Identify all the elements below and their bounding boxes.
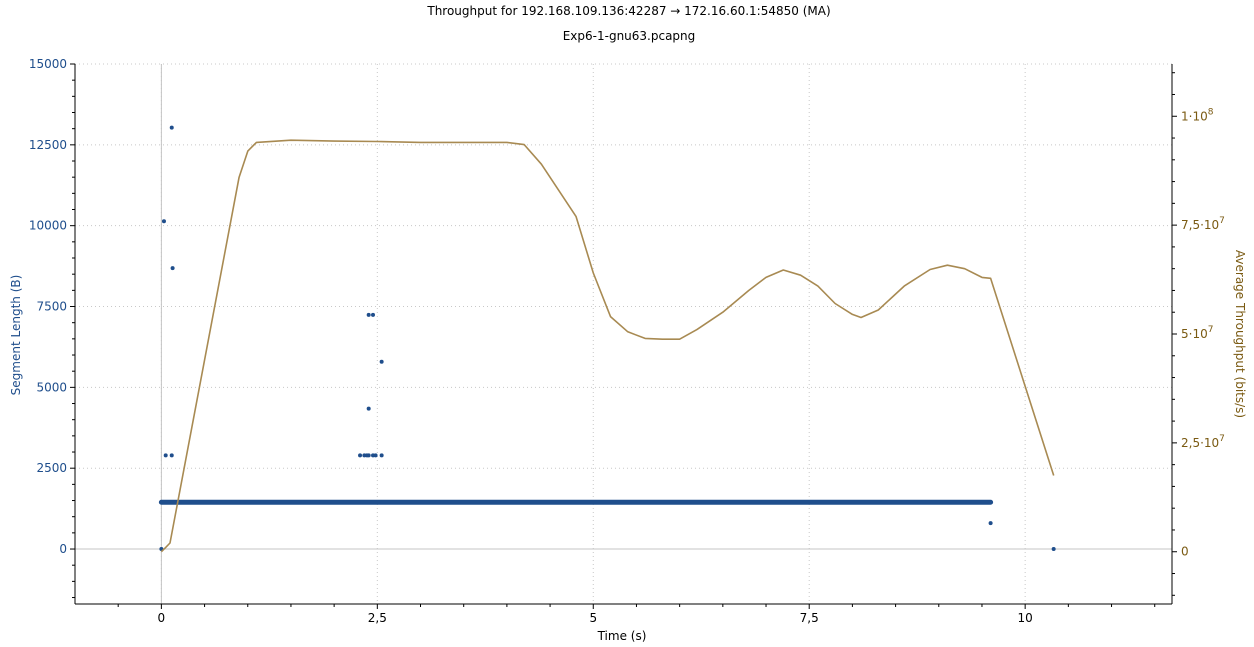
segment-point bbox=[373, 453, 378, 458]
x-tick-label: 7,5 bbox=[800, 611, 819, 625]
right-y-axis-label: Average Throughput (bits/s) bbox=[1233, 250, 1247, 418]
x-tick-label: 10 bbox=[1018, 611, 1033, 625]
left-y-tick-label: 5000 bbox=[36, 380, 67, 394]
segment-point bbox=[169, 125, 174, 130]
left-y-tick-label: 2500 bbox=[36, 461, 67, 475]
segment-point bbox=[371, 312, 376, 317]
segment-point bbox=[366, 453, 371, 458]
left-y-tick-label: 12500 bbox=[29, 138, 67, 152]
right-y-tick-label: 7,5·107 bbox=[1181, 216, 1225, 232]
segment-point bbox=[379, 453, 384, 458]
x-tick-label: 0 bbox=[158, 611, 166, 625]
right-y-tick-label: 1·108 bbox=[1181, 107, 1214, 123]
x-tick-label: 2,5 bbox=[368, 611, 387, 625]
segment-point bbox=[379, 359, 384, 364]
segment-point bbox=[161, 219, 166, 224]
segment-point bbox=[163, 453, 168, 458]
right-y-tick-label: 5·107 bbox=[1181, 325, 1213, 341]
segment-point bbox=[366, 406, 371, 411]
chart-title: Throughput for 192.168.109.136:42287 → 1… bbox=[426, 4, 830, 18]
left-y-tick-label: 0 bbox=[59, 542, 67, 556]
right-y-tick-label: 0 bbox=[1181, 545, 1189, 559]
segment-point bbox=[988, 521, 993, 526]
segment-point bbox=[366, 312, 371, 317]
left-y-tick-label: 7500 bbox=[36, 300, 67, 314]
segment-point bbox=[913, 500, 918, 505]
left-y-tick-label: 15000 bbox=[29, 57, 67, 71]
left-y-axis-label: Segment Length (B) bbox=[9, 275, 23, 396]
segment-point bbox=[169, 453, 174, 458]
segment-point bbox=[1051, 547, 1056, 552]
tick-marks: 0 2,5 5 7,5 10 0 2500 5000 7500 10000 12500 15000 0 2… bbox=[29, 57, 1225, 625]
throughput-line bbox=[160, 139, 1055, 553]
segment-point bbox=[358, 453, 363, 458]
grid-lines bbox=[75, 63, 1172, 604]
x-axis-label: Time (s) bbox=[597, 629, 647, 643]
left-y-tick-label: 10000 bbox=[29, 219, 67, 233]
x-tick-label: 5 bbox=[589, 611, 597, 625]
segment-point bbox=[170, 266, 175, 271]
plot-area bbox=[158, 125, 1056, 553]
right-y-tick-label: 2,5·107 bbox=[1181, 434, 1225, 450]
chart-subtitle: Exp6-1-gnu63.pcapng bbox=[563, 29, 696, 43]
